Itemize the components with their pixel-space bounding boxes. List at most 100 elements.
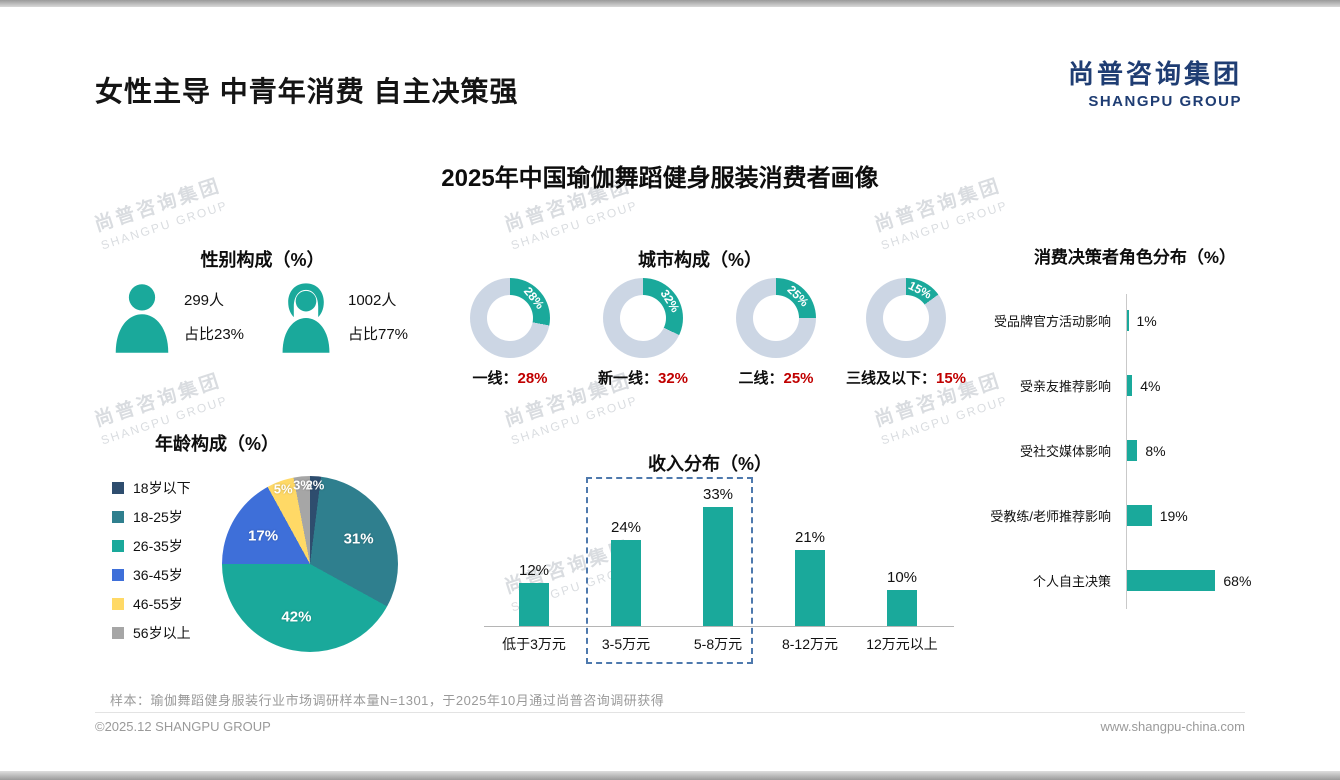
decision-bar [1127,570,1216,591]
female-person-icon [276,281,336,355]
watermark-cn: 尚普咨询集团 [92,175,225,237]
age-legend-item: 18-25岁 [112,502,191,531]
income-bar-group: 33% 5-8万元 [672,470,764,660]
income-value-label: 12% [518,561,550,579]
legend-swatch [112,597,124,610]
donut-caption: 一线：28% [440,367,580,388]
decision-value-label: 4% [1140,377,1161,394]
female-share: 占比77% [348,326,409,343]
income-bar-chart: 12% 低于3万元 24% 3-5万元 33% 5-8万元 21% 8-12万元 10% 12万元… [484,470,954,660]
donut-value-label: 32% [657,287,682,316]
donut-caption-value: 28% [517,370,548,387]
age-pie-label: 17% [248,527,279,545]
age-legend-item: 36-45岁 [112,560,191,589]
income-category-label: 8-12万元 [781,636,839,652]
slide-bottom-edge [0,771,1340,780]
gender-male-text: 299人 占比23% [184,281,244,355]
decision-bar [1127,310,1129,331]
income-category-label: 3-5万元 [601,636,651,652]
income-category-label: 低于3万元 [502,636,566,652]
donut-caption: 二线：25% [706,367,846,388]
decision-row: 受社交媒体影响 8% [980,418,1300,483]
decision-category-label: 受品牌官方活动影响 [993,314,1111,329]
income-bar-group: 24% 3-5万元 [580,470,672,660]
decision-value-label: 19% [1159,507,1188,524]
decision-category-label: 受教练/老师推荐影响 [990,509,1111,524]
male-share: 占比23% [184,326,245,343]
income-bar [795,550,825,626]
donut-value-label: 25% [784,282,812,310]
company-logo: 尚普咨询集团 SHANGPU GROUP [1068,54,1242,110]
donut-ring: 28% [470,278,550,358]
income-bar [611,539,641,626]
donut-caption-label: 新一线： [597,370,658,387]
age-pie-label: 42% [281,608,312,626]
donut-ring: 25% [736,278,816,358]
city-donut-tier1: 28% 一线：28% [440,278,580,388]
donut-caption-label: 二线： [738,370,784,387]
legend-label: 36-45岁 [133,566,183,583]
donut-caption-label: 三线及以下： [845,370,936,387]
page-title: 女性主导 中青年消费 自主决策强 [95,76,519,107]
chart-main-title: 2025年中国瑜伽舞蹈健身服装消费者画像 [441,165,879,192]
legend-swatch [112,568,124,581]
income-bar [519,582,549,626]
decision-row: 受品牌官方活动影响 1% [980,288,1300,353]
legend-label: 56岁以上 [133,624,191,641]
legend-swatch [112,539,124,552]
donut-value-label: 15% [906,278,935,302]
sample-note: 样本：瑜伽舞蹈健身服装行业市场调研样本量N=1301，于2025年10月通过尚普… [110,693,665,708]
decision-value-label: 1% [1136,312,1157,329]
male-count: 299人 [184,292,225,309]
age-legend-item: 26-35岁 [112,531,191,560]
female-count: 1002人 [348,292,397,309]
male-person-icon [112,281,172,355]
age-section-title: 年龄构成（%） [154,434,279,454]
slide-top-edge [0,0,1340,7]
legend-label: 18-25岁 [133,508,183,525]
decision-value-label: 8% [1145,442,1166,459]
legend-swatch [112,626,124,639]
age-pie-label: 5% [273,481,293,497]
decision-row: 受教练/老师推荐影响 19% [980,483,1300,548]
gender-section-title: 性别构成（%） [200,250,325,270]
donut-caption-label: 一线： [472,370,518,387]
logo-cn-text: 尚普咨询集团 [1067,59,1242,89]
income-bar [703,507,733,626]
age-pie-label: 3% [293,477,312,493]
donut-caption-value: 32% [657,370,689,387]
donut-ring: 32% [603,278,683,358]
age-legend-item: 18岁以下 [112,473,191,502]
decision-row: 个人自主决策 68% [980,548,1300,613]
donut-caption: 三线及以下：15% [836,367,976,388]
income-category-label: 12万元以上 [866,636,938,652]
decision-section-title: 消费决策者角色分布（%） [1033,248,1237,267]
gender-female-text: 1002人 占比77% [348,281,408,355]
decision-value-label: 68% [1223,572,1252,589]
donut-ring: 15% [866,278,946,358]
decision-bar [1127,505,1152,526]
legend-label: 46-55岁 [133,595,183,612]
income-value-label: 24% [610,518,642,536]
donut-value-label: 28% [521,284,548,312]
income-x-axis [484,626,954,627]
income-value-label: 10% [886,569,918,586]
income-value-label: 33% [702,486,734,504]
age-legend-item: 46-55岁 [112,589,191,618]
footer-copyright: ©2025.12 SHANGPU GROUP [95,719,271,734]
decision-category-label: 个人自主决策 [1032,574,1111,589]
watermark-en: SHANGPU GROUP [509,393,640,448]
donut-caption-value: 25% [783,370,814,387]
age-pie-label: 2% [305,477,325,493]
gender-male-stat: 299人 占比23% [112,281,244,355]
city-donut-new-tier1: 32% 新一线：32% [573,278,713,388]
income-bar-group: 21% 8-12万元 [764,470,856,660]
decision-category-label: 受社交媒体影响 [1019,444,1111,459]
city-donut-tier2: 25% 二线：25% [706,278,846,388]
legend-swatch [112,481,124,494]
age-pie-chart: 2% 31% 42% 17% 5% 3% [222,476,398,652]
gender-female-stat: 1002人 占比77% [276,281,408,355]
decision-bar [1127,440,1138,461]
footer-divider [95,712,1245,713]
